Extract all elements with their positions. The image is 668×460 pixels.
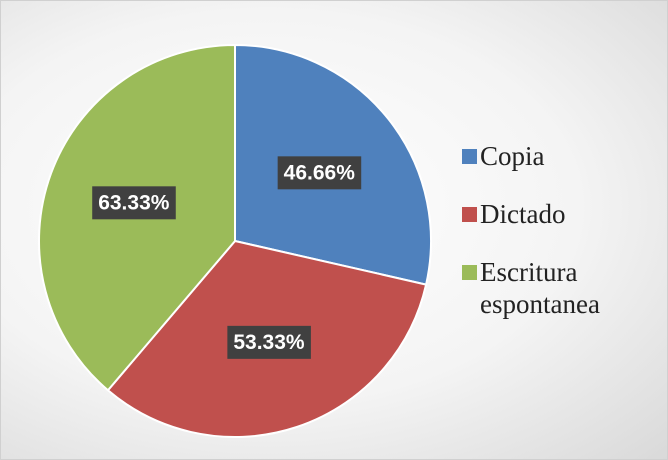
legend-label: Dictado: [480, 199, 566, 229]
data-label-bg: [227, 325, 311, 359]
legend-item: Copia: [462, 140, 662, 172]
legend: Copia Dictado Escritura espontanea: [462, 140, 662, 346]
legend-item: Dictado: [462, 198, 662, 230]
data-label: 63.33%: [98, 191, 170, 214]
data-label: 53.33%: [233, 331, 305, 354]
legend-label: Escritura espontanea: [480, 257, 600, 319]
data-label-bg: [277, 156, 362, 190]
legend-item: Escritura espontanea: [462, 256, 662, 320]
data-label-bg: [92, 186, 176, 220]
legend-swatch: [462, 207, 477, 222]
legend-label: Copia: [480, 141, 545, 171]
data-label: 46.66%: [284, 161, 356, 184]
legend-swatch: [462, 149, 477, 164]
legend-swatch: [462, 265, 477, 280]
